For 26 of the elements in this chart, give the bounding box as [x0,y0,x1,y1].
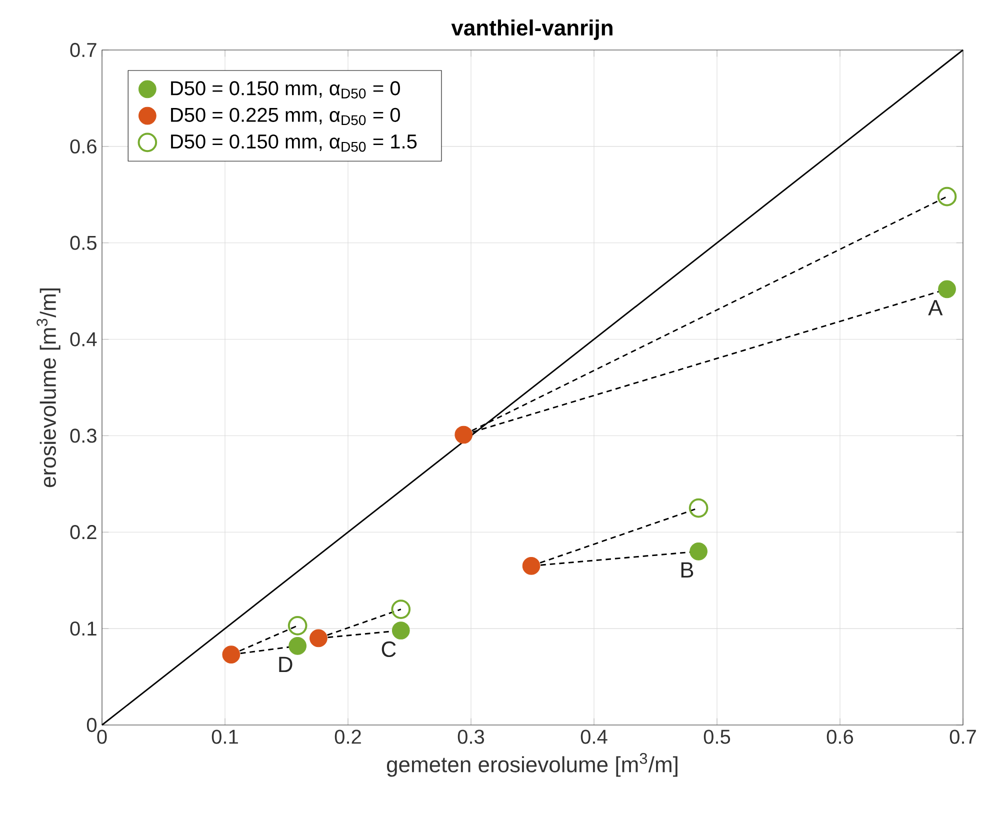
y-tick-label: 0.5 [70,236,96,250]
y-tick-label: 0.4 [70,332,97,346]
y-tick-label: 0 [86,718,96,732]
annotation: A [928,300,943,316]
x-tick-label: 0.7 [950,730,976,744]
legend-label: D50 = 0.150 mm, α$_{D50}$ = 1.5 [171,134,417,152]
x-tick-label: 0.5 [704,730,730,744]
legend-label: D50 = 0.225 mm, α$_{D50}$ = 0 [171,108,400,126]
annotation: B [681,562,694,578]
x-tick-label: 0.2 [334,730,361,744]
y-tick-label: 0.6 [70,139,96,154]
y-tick-label: 0.7 [70,42,96,58]
y-tick-label: 0.3 [70,428,96,443]
x-axis-title: gemeten erosievolume [m$^{3}$/m] [386,753,678,777]
y-tick-label: 0.1 [70,621,96,636]
annotation: D [279,656,292,672]
x-tick-label: 0.4 [580,730,608,744]
chart-title: vanthiel-vanrijn [451,19,612,40]
x-tick-label: 0 [97,730,107,744]
y-axis-title: erosievolume [m$^{3}$/m] [36,288,60,488]
x-tick-label: 0.3 [458,730,484,744]
annotation: C [382,641,396,658]
y-tick-label: 0.2 [70,525,96,540]
x-tick-label: 0.6 [826,730,854,744]
legend-label: D50 = 0.150 mm, α$_{D50}$ = 0 [171,81,400,98]
x-tick-label: 0.1 [212,730,238,744]
